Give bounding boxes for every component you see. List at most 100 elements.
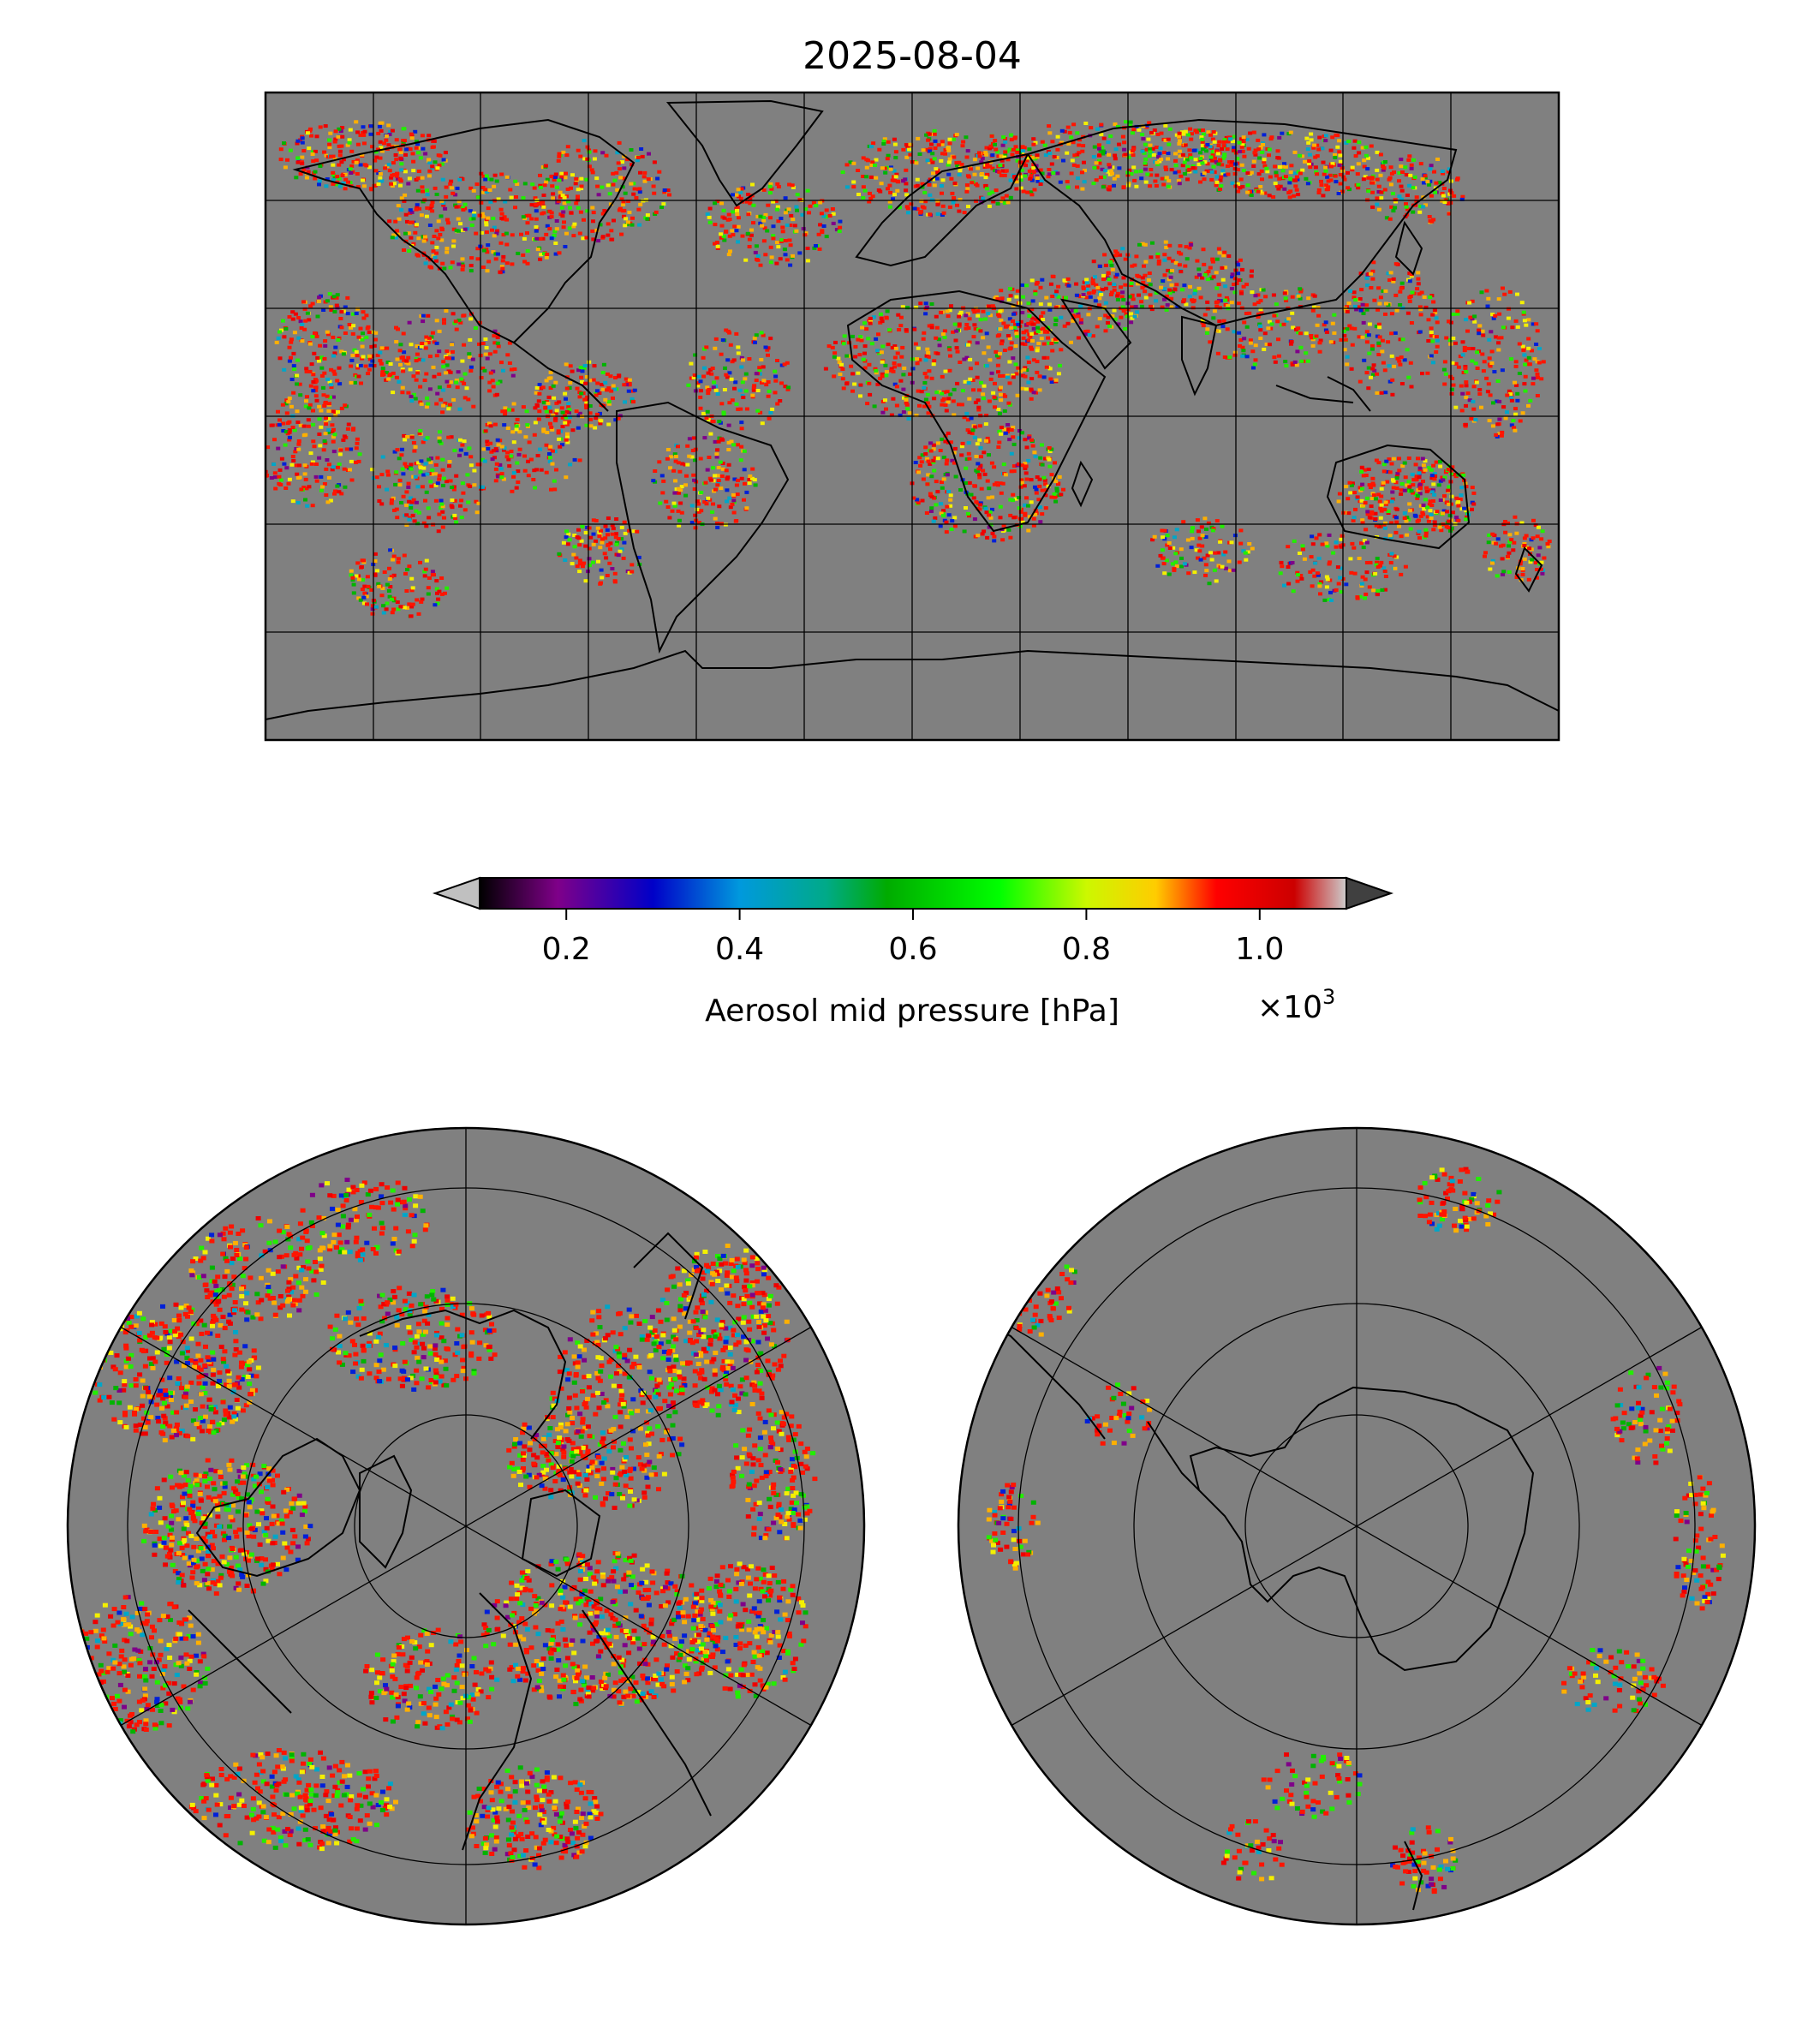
aerosol-data-cell	[439, 214, 444, 218]
aerosol-data-cell	[490, 457, 495, 462]
aerosol-data-cell	[936, 143, 941, 147]
aerosol-data-cell	[1166, 152, 1171, 155]
aerosol-data-cell	[1256, 312, 1262, 316]
aerosol-data-cell	[322, 403, 327, 408]
aerosol-data-cell	[991, 391, 996, 395]
aerosol-data-cell	[922, 404, 927, 409]
aerosol-data-cell	[502, 446, 507, 451]
aerosol-data-cell	[1212, 309, 1217, 313]
aerosol-data-cell	[339, 144, 344, 148]
aerosol-data-cell	[1168, 275, 1173, 279]
aerosol-data-cell	[1005, 158, 1011, 162]
aerosol-data-cell	[1000, 196, 1005, 200]
aerosol-data-cell	[453, 516, 458, 520]
aerosol-data-cell	[887, 200, 892, 204]
aerosol-data-cell	[1033, 289, 1038, 294]
aerosol-data-cell	[379, 128, 384, 133]
aerosol-data-cell	[436, 219, 441, 224]
aerosol-data-cell	[418, 429, 423, 433]
aerosol-data-cell	[488, 424, 493, 428]
aerosol-data-cell	[1239, 137, 1244, 141]
aerosol-data-cell	[1075, 185, 1079, 189]
aerosol-data-cell	[545, 177, 550, 182]
aerosol-data-cell	[373, 158, 378, 163]
aerosol-data-cell	[492, 349, 498, 354]
aerosol-data-cell	[1393, 262, 1399, 266]
aerosol-data-cell	[434, 245, 439, 249]
aerosol-data-cell	[1150, 241, 1155, 245]
aerosol-data-cell	[468, 484, 473, 488]
aerosol-data-cell	[307, 403, 313, 407]
aerosol-data-cell	[862, 351, 867, 355]
aerosol-data-cell	[861, 156, 866, 160]
aerosol-data-cell	[461, 208, 466, 212]
aerosol-data-cell	[935, 212, 940, 216]
aerosol-data-cell	[349, 447, 354, 451]
aerosol-data-cell	[715, 474, 720, 478]
aerosol-data-cell	[1342, 334, 1347, 337]
aerosol-data-cell	[1118, 253, 1123, 257]
aerosol-data-cell	[1235, 168, 1240, 172]
aerosol-data-cell	[570, 173, 575, 177]
aerosol-data-cell	[1065, 277, 1071, 281]
aerosol-data-cell	[631, 192, 636, 196]
aerosol-data-cell	[1375, 334, 1380, 338]
aerosol-data-cell	[995, 363, 1000, 367]
aerosol-data-cell	[600, 235, 606, 239]
aerosol-data-cell	[300, 322, 305, 326]
aerosol-data-cell	[1376, 190, 1381, 194]
aerosol-data-cell	[690, 449, 695, 452]
aerosol-data-cell	[1002, 409, 1007, 413]
aerosol-data-cell	[880, 410, 886, 415]
aerosol-data-cell	[873, 164, 877, 167]
aerosol-data-cell	[413, 474, 418, 479]
aerosol-data-cell	[941, 477, 946, 481]
aerosol-data-cell	[1477, 328, 1482, 332]
aerosol-data-cell	[305, 395, 309, 399]
aerosol-data-cell	[996, 370, 1000, 374]
aerosol-data-cell	[418, 385, 423, 389]
aerosol-data-cell	[493, 447, 498, 451]
aerosol-data-cell	[947, 205, 952, 209]
aerosol-data-cell	[637, 223, 642, 227]
aerosol-data-cell	[1053, 293, 1058, 297]
aerosol-data-cell	[306, 424, 311, 428]
aerosol-data-cell	[485, 439, 490, 444]
aerosol-data-cell	[352, 380, 357, 385]
aerosol-data-cell	[1376, 286, 1381, 290]
aerosol-data-cell	[1509, 423, 1514, 427]
aerosol-data-cell	[290, 426, 295, 429]
aerosol-data-cell	[335, 175, 340, 179]
aerosol-data-cell	[1369, 286, 1374, 289]
aerosol-data-cell	[1011, 148, 1016, 152]
aerosol-data-cell	[332, 372, 337, 376]
aerosol-data-cell	[1026, 301, 1031, 306]
aerosol-data-cell	[1369, 347, 1375, 351]
aerosol-data-cell	[924, 511, 929, 515]
aerosol-data-cell	[952, 322, 958, 326]
aerosol-data-cell	[867, 200, 872, 204]
aerosol-data-cell	[1531, 382, 1536, 386]
aerosol-data-cell	[1414, 195, 1419, 200]
aerosol-data-cell	[1245, 183, 1250, 188]
aerosol-data-cell	[1040, 171, 1045, 176]
aerosol-data-cell	[1267, 153, 1271, 158]
aerosol-data-cell	[805, 259, 810, 263]
aerosol-data-cell	[1014, 330, 1019, 333]
aerosol-data-cell	[1049, 473, 1054, 477]
aerosol-data-cell	[884, 370, 889, 374]
aerosol-data-cell	[955, 164, 960, 168]
aerosol-data-cell	[1324, 330, 1329, 334]
aerosol-data-cell	[965, 174, 970, 178]
aerosol-data-cell	[719, 402, 725, 406]
aerosol-data-cell	[1115, 297, 1120, 301]
aerosol-data-cell	[1364, 307, 1369, 312]
aerosol-data-cell	[415, 140, 419, 144]
aerosol-data-cell	[852, 382, 857, 386]
aerosol-data-cell	[1216, 144, 1221, 147]
aerosol-data-cell	[838, 219, 843, 224]
aerosol-data-cell	[1177, 131, 1182, 135]
aerosol-data-cell	[506, 457, 511, 462]
aerosol-data-cell	[771, 200, 776, 204]
aerosol-data-cell	[1005, 423, 1011, 427]
